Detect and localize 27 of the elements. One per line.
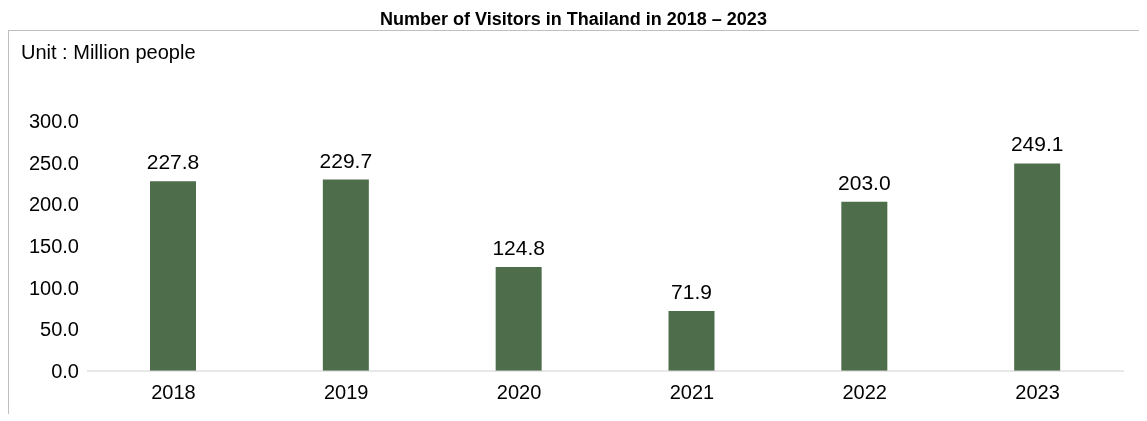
chart-title: Number of Visitors in Thailand in 2018 – 2023	[379, 8, 768, 30]
y-axis-title: Unit : Million people	[21, 41, 196, 64]
bar	[1014, 163, 1061, 371]
y-tick-label: 250.0	[28, 151, 79, 174]
y-tick-label: 150.0	[28, 235, 79, 258]
bar	[495, 267, 542, 371]
data-label: 71.9	[671, 280, 712, 304]
y-tick-label: 300.0	[28, 110, 79, 133]
bar	[841, 201, 888, 371]
bar	[668, 311, 715, 371]
bar	[150, 181, 196, 371]
data-label: 203.0	[838, 170, 891, 194]
data-label: 124.8	[492, 236, 545, 259]
x-tick-label: 2023	[1015, 381, 1060, 404]
x-tick-label: 2018	[151, 381, 196, 404]
x-tick-label: 2019	[324, 381, 369, 404]
bar	[322, 179, 369, 371]
x-tick-label: 2020	[496, 381, 542, 404]
data-label: 249.1	[1010, 132, 1064, 156]
data-label: 229.7	[319, 148, 373, 172]
y-tick-label: 0.0	[51, 360, 79, 383]
y-tick-label: 100.0	[28, 276, 79, 299]
x-tick-label: 2022	[842, 381, 887, 404]
data-label: 227.8	[146, 150, 200, 174]
y-tick-label: 200.0	[28, 193, 79, 216]
x-tick-label: 2021	[669, 381, 715, 404]
y-tick-label: 50.0	[40, 318, 79, 341]
